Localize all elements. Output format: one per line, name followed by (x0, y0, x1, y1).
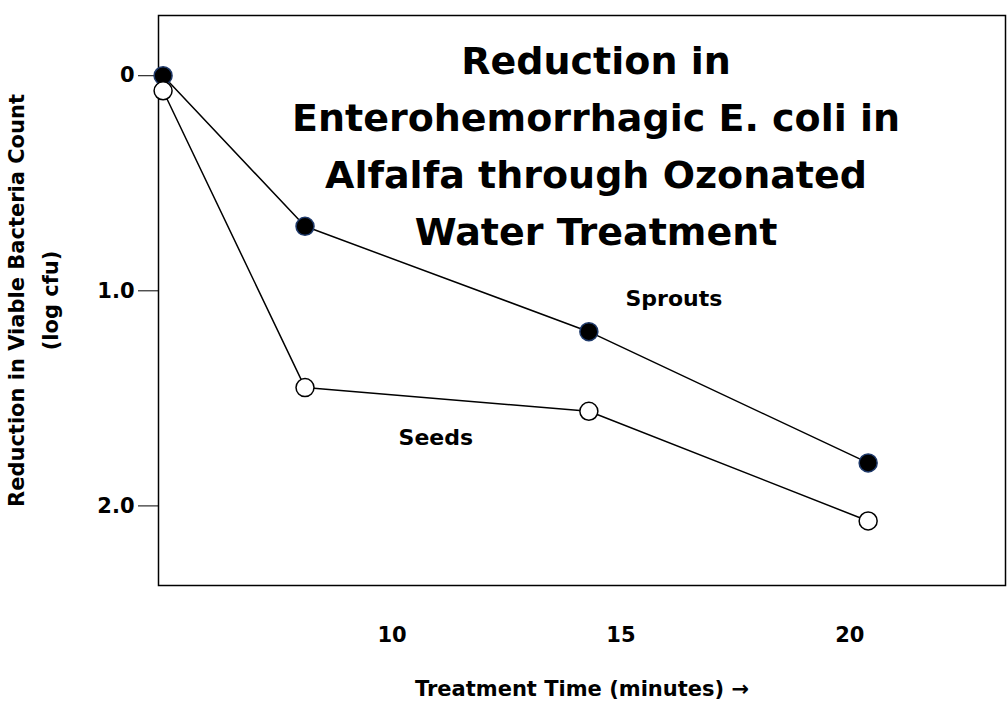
svg-text:20: 20 (835, 623, 864, 647)
svg-text:Seeds: Seeds (399, 425, 474, 450)
svg-text:10: 10 (377, 623, 406, 647)
svg-text:2.0: 2.0 (97, 494, 134, 518)
svg-text:0: 0 (120, 63, 135, 87)
svg-text:15: 15 (606, 623, 635, 647)
svg-text:Sprouts: Sprouts (625, 286, 722, 311)
svg-text:Treatment Time (minutes) →: Treatment Time (minutes) → (415, 677, 749, 701)
svg-text:Reduction inEnterohemorrhagic: Reduction inEnterohemorrhagic E. coli in… (292, 39, 900, 254)
svg-text:Reduction in Viable Bacteria C: Reduction in Viable Bacteria Count(log c… (5, 94, 63, 507)
svg-text:1.0: 1.0 (97, 279, 134, 303)
